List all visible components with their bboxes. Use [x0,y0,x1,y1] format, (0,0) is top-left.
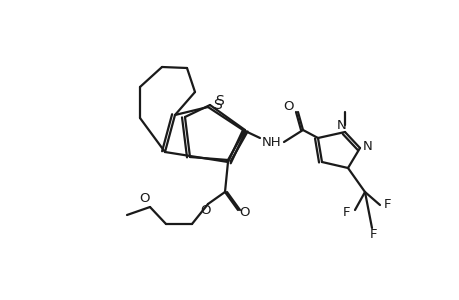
Text: O: O [283,100,294,112]
Text: NH: NH [262,136,281,148]
Text: F: F [342,206,350,218]
Text: N: N [362,140,372,152]
Text: O: O [200,205,211,218]
Text: O: O [239,206,250,218]
Text: F: F [369,229,377,242]
Text: F: F [383,199,391,212]
Text: N: N [336,118,346,131]
Text: S: S [213,98,222,112]
Text: O: O [140,193,150,206]
Text: S: S [215,94,224,108]
